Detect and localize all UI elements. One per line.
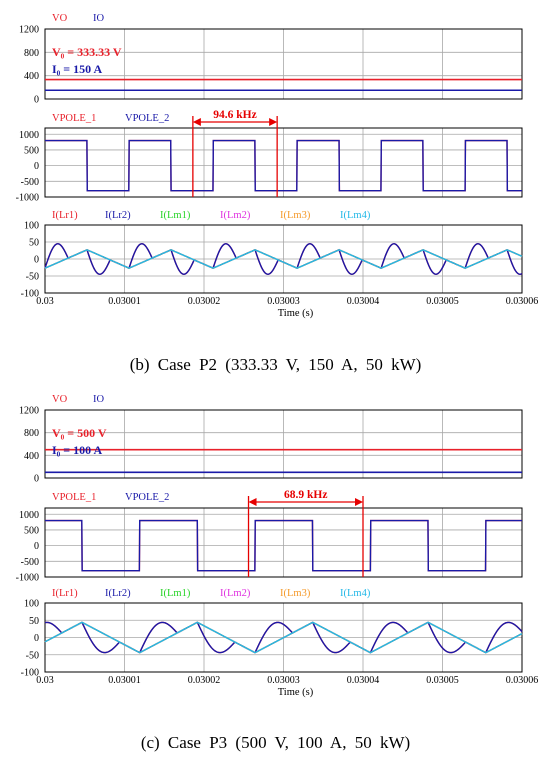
y-tick-label: 400 (24, 71, 39, 82)
x-tick-label: 0.03004 (347, 675, 380, 686)
arrowhead-left-icon (192, 118, 201, 126)
y-tick-label: 800 (24, 48, 39, 59)
legend-entry: VPOLE_1 (52, 492, 96, 503)
legend-entry: I(Lr2) (105, 588, 131, 599)
x-tick-label: 0.03001 (108, 675, 141, 686)
legend-entry: I(Lm1) (160, 210, 191, 221)
plot-frame (44, 602, 523, 673)
x-tick-label: 0.03005 (426, 675, 459, 686)
y-tick-label: 50 (29, 238, 39, 249)
legend-entry: VO (52, 394, 68, 405)
y-tick-label: 800 (24, 428, 39, 439)
x-tick-label: 0.03006 (506, 675, 539, 686)
legend-entry: I(Lr1) (52, 588, 78, 599)
legend-entry: VPOLE_1 (52, 113, 96, 124)
legend-entry: VO (52, 13, 68, 24)
series-ilm4 (44, 249, 523, 269)
arrowhead-right-icon (269, 118, 278, 126)
y-tick-label: 400 (24, 451, 39, 462)
x-tick-label: 0.03002 (188, 296, 221, 307)
legend-entry: I(Lr1) (52, 210, 78, 221)
y-tick-label: -1000 (16, 193, 39, 204)
plot-p3-pole: -1000 -500 0 500 1000 VPOLE_1 VPOLE_2 68.9 kHz (16, 489, 523, 584)
y-tick-label: 1000 (19, 510, 39, 521)
legend-entry: I(Lm4) (340, 588, 371, 599)
x-tick-label: 0.03003 (267, 296, 300, 307)
y-tick-label: 0 (34, 95, 39, 106)
y-tick-label: 50 (29, 616, 39, 627)
y-tick-label: 0 (34, 633, 39, 644)
y-tick-label: 0 (34, 474, 39, 485)
y-tick-label: -500 (21, 177, 39, 188)
y-tick-label: 0 (34, 541, 39, 552)
arrowhead-right-icon (355, 498, 363, 506)
x-tick-label: 0.03006 (506, 296, 539, 307)
x-axis-label: Time (s) (278, 687, 314, 698)
x-tick-label: 0.03001 (108, 296, 141, 307)
plot-frame (44, 224, 523, 294)
caption-case-p3: (c) Case P3 (500 V, 100 A, 50 kW) (140, 733, 411, 752)
frequency-label: 68.9 kHz (284, 489, 327, 501)
y-tick-label: 1200 (19, 406, 39, 417)
x-tick-label: 0.03 (36, 296, 54, 307)
legend-entry: I(Lm2) (220, 210, 251, 221)
plot-frame (44, 127, 523, 198)
x-tick-label: 0.03003 (267, 675, 300, 686)
y-tick-label: 0 (34, 255, 39, 266)
y-tick-label: 1000 (19, 130, 39, 141)
y-tick-label: -100 (21, 668, 39, 679)
caption-case-p2: (b) Case P2 (333.33 V, 150 A, 50 kW) (129, 355, 422, 374)
plot-p2-current: -100 -50 0 50 100 I(Lr1) I(Lr2) I(Lm1) I(Lm2) I(L… (21, 210, 539, 319)
y-tick-label: -500 (21, 557, 39, 568)
y-tick-label: -1000 (16, 573, 39, 584)
plot-p3-output: 0 400 800 1200 VO IO V₀ = 500 V I₀ = 100 A (19, 394, 523, 485)
legend-entry: IO (93, 13, 104, 24)
frequency-label: 94.6 kHz (213, 109, 256, 121)
y-tick-label: 100 (24, 599, 39, 610)
series-vpole_2 (45, 519, 522, 572)
y-tick-label: -50 (26, 272, 39, 283)
plot-frame (44, 28, 523, 100)
legend-entry: I(Lm2) (220, 588, 251, 599)
y-tick-label: 1200 (19, 25, 39, 36)
x-tick-label: 0.03 (36, 675, 54, 686)
arrowhead-left-icon (248, 498, 257, 506)
x-axis-label: Time (s) (278, 308, 314, 319)
y-tick-label: 100 (24, 221, 39, 232)
legend-entry: I(Lm3) (280, 588, 311, 599)
legend-entry: I(Lm4) (340, 210, 371, 221)
y-tick-label: -50 (26, 650, 39, 661)
annotation-text: V₀ = 333.33 V (52, 45, 122, 59)
plot-frame (44, 409, 523, 479)
x-tick-label: 0.03004 (347, 296, 380, 307)
plot-p2-output: 0 400 800 1200 VO IO V₀ = 333.33 V I₀ = 150 A (19, 13, 523, 106)
annotation-text: I₀ = 150 A (52, 62, 102, 76)
legend-entry: IO (93, 394, 104, 405)
legend-entry: I(Lr2) (105, 210, 131, 221)
plot-p3-current: -100 -50 0 50 100 I(Lr1) I(Lr2) I(Lm1) I(Lm2) I(L… (21, 588, 539, 698)
y-tick-label: 500 (24, 525, 39, 536)
x-tick-label: 0.03002 (188, 675, 221, 686)
series-vpole_2 (45, 139, 522, 192)
plot-frame (44, 507, 523, 578)
series-ilm4 (44, 621, 523, 654)
plot-p2-pole: -1000 -500 0 500 1000 VPOLE_1 VPOLE_2 94.6 kHz (16, 109, 523, 204)
annotation-text: I₀ = 100 A (52, 443, 102, 457)
legend-entry: I(Lm1) (160, 588, 191, 599)
legend-entry: I(Lm3) (280, 210, 311, 221)
y-tick-label: -100 (21, 289, 39, 300)
y-tick-label: 0 (34, 161, 39, 172)
y-tick-label: 500 (24, 145, 39, 156)
legend-entry: VPOLE_2 (125, 113, 169, 124)
legend-entry: VPOLE_2 (125, 492, 169, 503)
annotation-text: V₀ = 500 V (52, 426, 107, 440)
x-tick-label: 0.03005 (426, 296, 459, 307)
